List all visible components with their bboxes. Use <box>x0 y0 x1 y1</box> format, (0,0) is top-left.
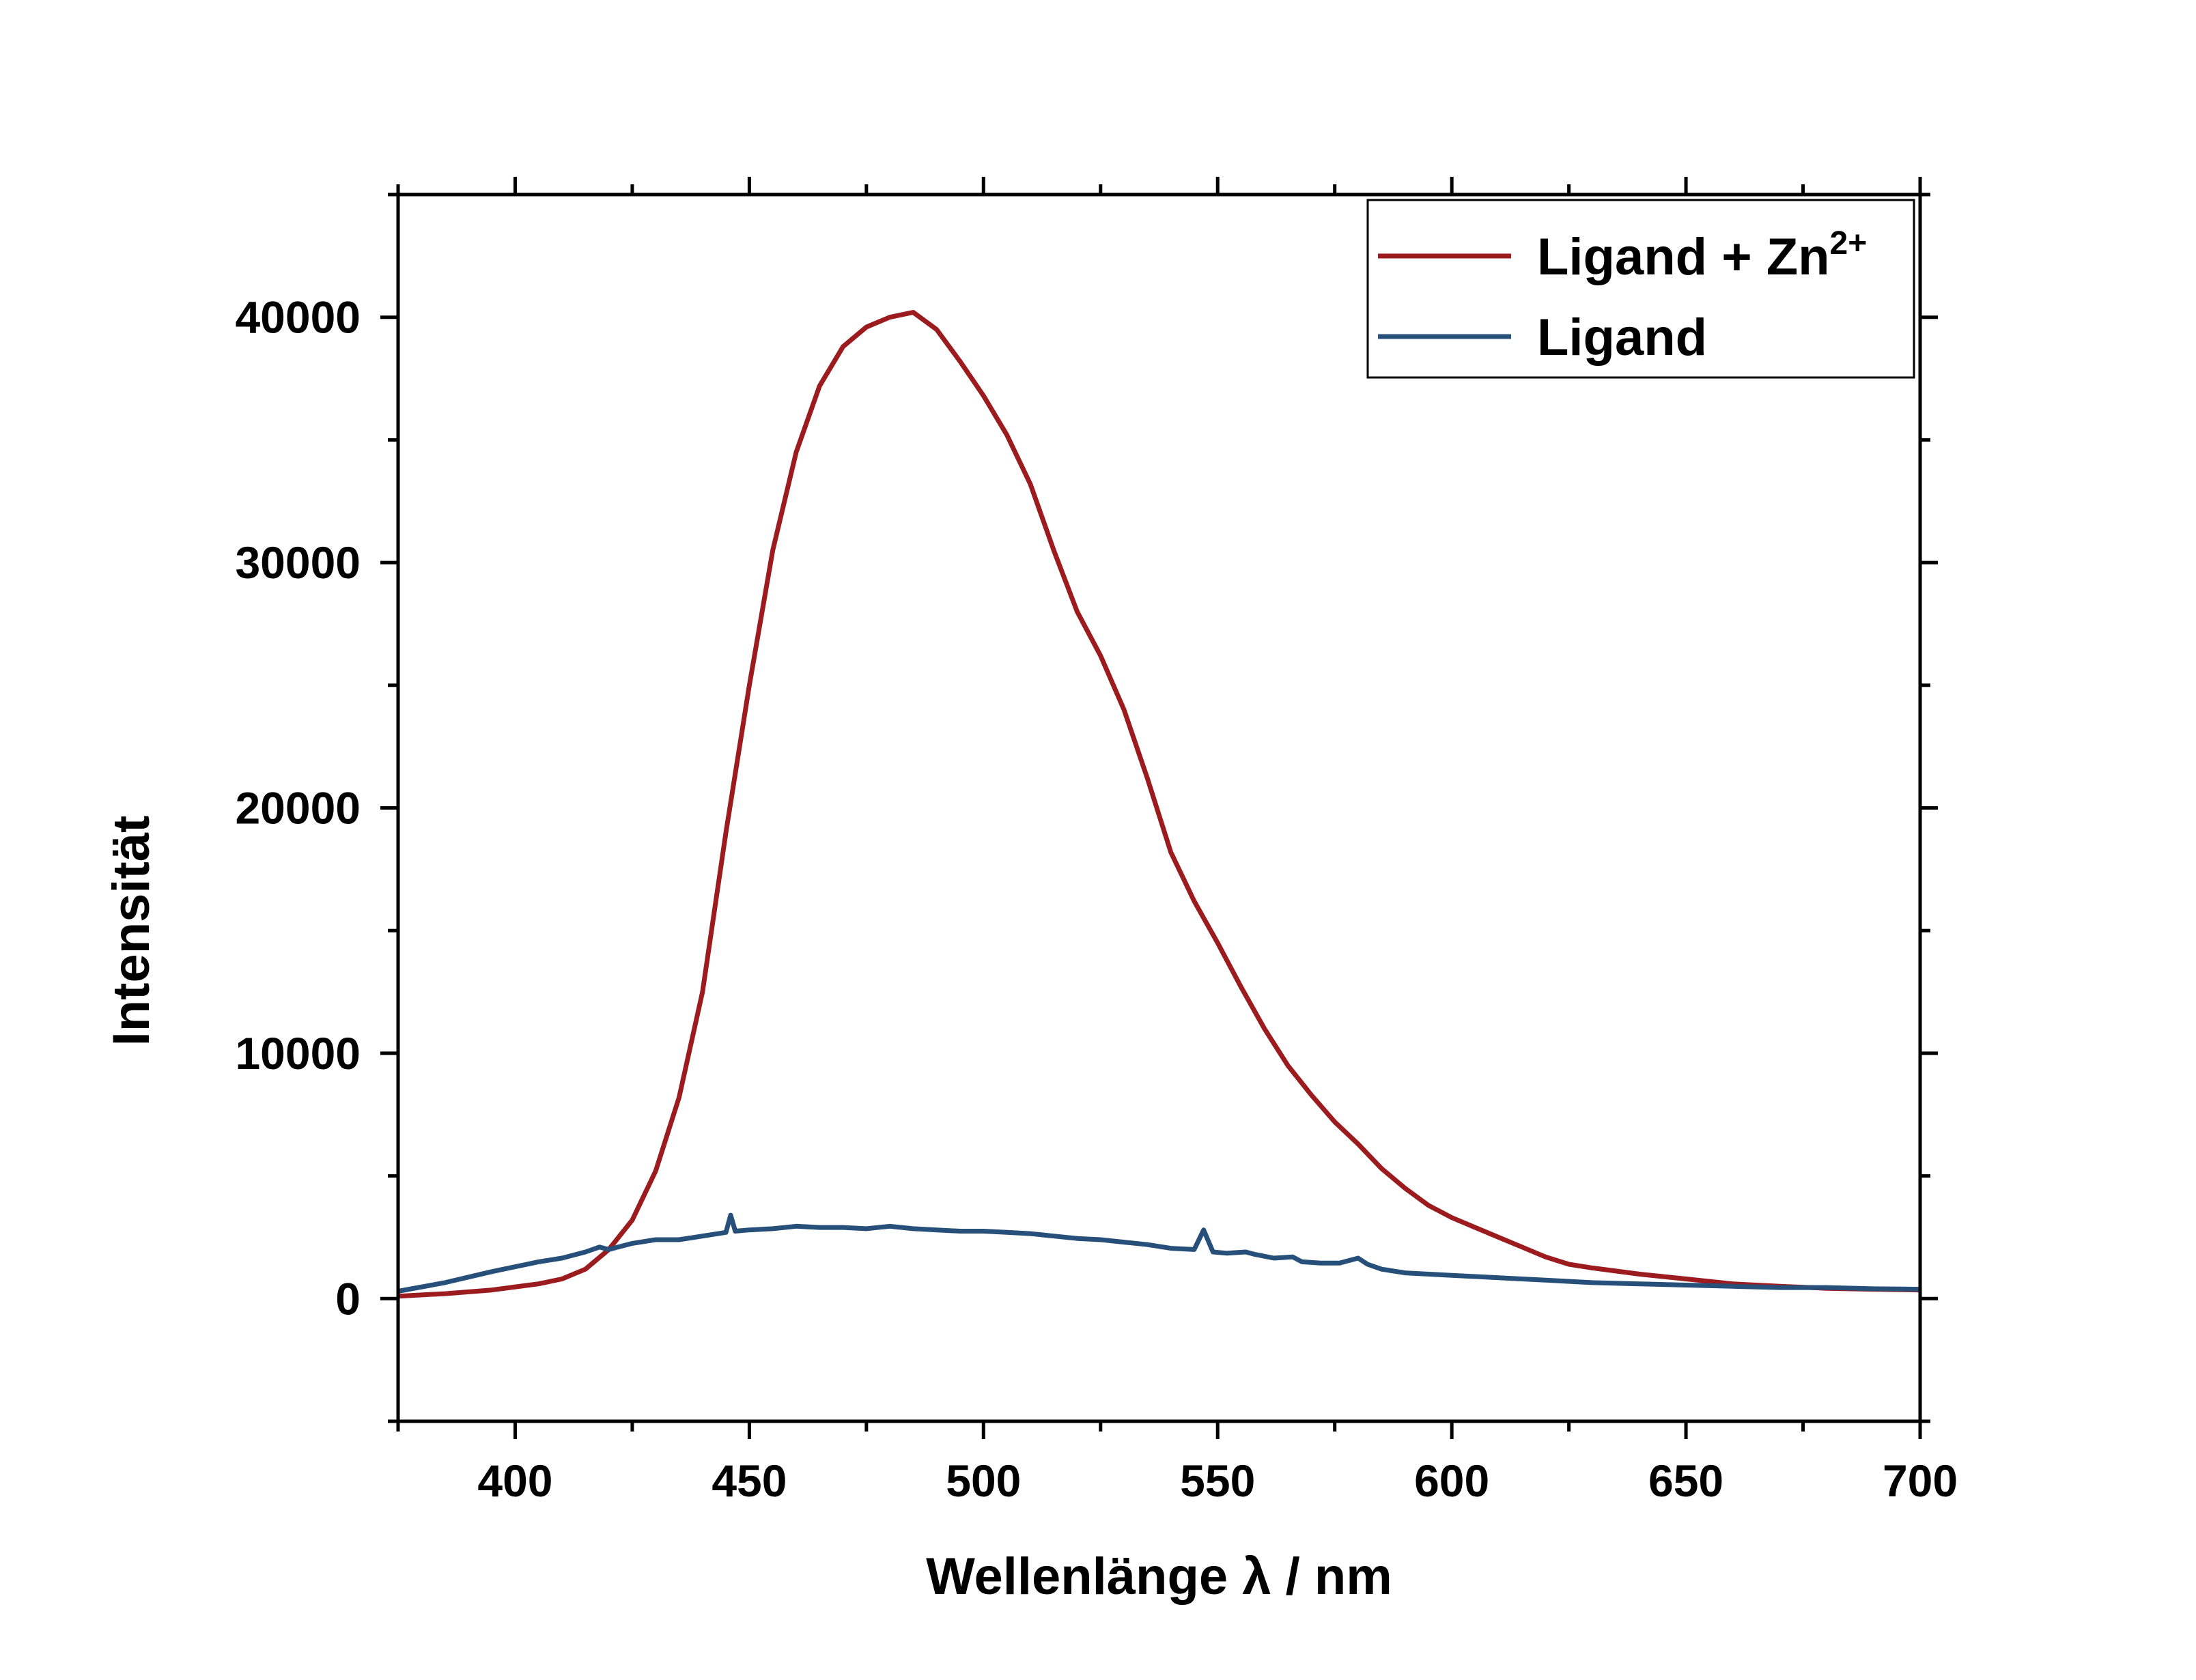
x-tick-label: 700 <box>1883 1455 1958 1506</box>
y-tick-label: 30000 <box>235 537 361 588</box>
ticks-layer: 400 450 500 550 600 650 700 0 10000 20000 30000 400… <box>235 177 1958 1506</box>
series-line-ligand-zn <box>397 310 1921 1299</box>
x-tick-label: 650 <box>1648 1455 1723 1506</box>
x-tick-label: 400 <box>477 1455 552 1506</box>
x-axis-title: Wellenlänge λ / nm <box>926 1548 1392 1606</box>
y-tick-label: 0 <box>335 1273 361 1324</box>
x-tick-label: 550 <box>1180 1455 1255 1506</box>
y-tick-label: 10000 <box>235 1028 361 1079</box>
legend-label-ligand-zn: Ligand + Zn2+ <box>1537 225 1867 286</box>
legend-label-ligand: Ligand <box>1537 309 1707 367</box>
x-tick-label: 500 <box>946 1455 1021 1506</box>
y-tick-label: 20000 <box>235 783 361 834</box>
x-tick-label: 450 <box>712 1455 787 1506</box>
legend-box <box>1366 199 1915 379</box>
series-layer <box>397 310 1921 1299</box>
x-tick-label: 600 <box>1414 1455 1489 1506</box>
legend-label-ligand-zn-superscript: 2+ <box>1830 225 1868 261</box>
series-line-ligand <box>397 1212 1921 1294</box>
legend: Ligand + Zn2+ Ligand <box>1366 199 1915 379</box>
legend-label-ligand-zn-text: Ligand + Zn <box>1537 228 1830 286</box>
y-tick-label: 40000 <box>235 292 361 343</box>
y-axis-title: Intensität <box>102 816 160 1047</box>
